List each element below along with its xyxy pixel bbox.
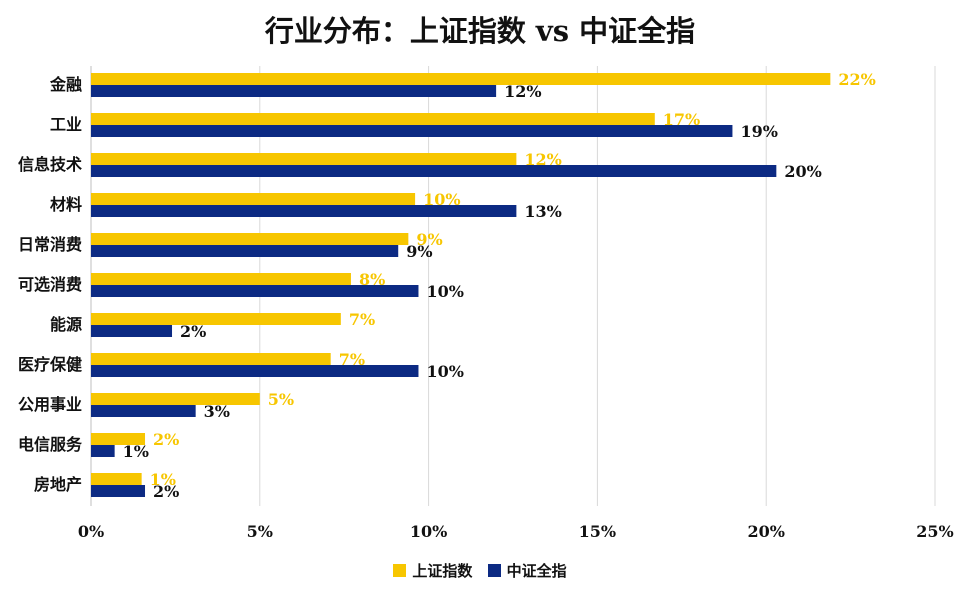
data-label-csi: 12% bbox=[504, 82, 541, 101]
chart-title: 行业分布：上证指数 vs 中证全指 bbox=[264, 14, 696, 48]
data-label-csi: 2% bbox=[180, 322, 206, 341]
category-label: 能源 bbox=[50, 315, 82, 334]
bar-csi bbox=[91, 285, 419, 297]
data-label-sse: 2% bbox=[153, 430, 179, 449]
legend-swatch-csi bbox=[487, 564, 501, 577]
bar-csi bbox=[91, 85, 497, 97]
category-label: 电信服务 bbox=[18, 435, 83, 454]
bar-sse bbox=[91, 393, 260, 405]
category-label: 日常消费 bbox=[18, 235, 82, 254]
data-label-csi: 3% bbox=[204, 402, 230, 421]
data-label-csi: 1% bbox=[123, 442, 149, 461]
category-label: 可选消费 bbox=[18, 275, 82, 294]
data-label-csi: 10% bbox=[426, 282, 463, 301]
data-label-csi: 9% bbox=[406, 242, 432, 261]
bar-csi bbox=[91, 125, 733, 137]
bar-sse bbox=[91, 433, 146, 445]
data-label-csi: 19% bbox=[740, 122, 777, 141]
x-tick-label: 5% bbox=[247, 522, 273, 541]
legend: 上证指数 中证全指 bbox=[0, 560, 960, 581]
legend-swatch-sse bbox=[393, 564, 407, 577]
data-label-sse: 17% bbox=[663, 110, 700, 129]
bar-sse bbox=[91, 273, 351, 285]
category-label: 公用事业 bbox=[18, 395, 82, 414]
bar-sse bbox=[91, 353, 331, 365]
bar-csi bbox=[91, 485, 146, 497]
bar-csi bbox=[91, 405, 196, 417]
data-label-sse: 5% bbox=[268, 390, 294, 409]
data-label-sse: 1% bbox=[150, 470, 176, 489]
category-label: 金融 bbox=[49, 75, 82, 94]
bar-sse bbox=[91, 113, 655, 125]
data-label-sse: 8% bbox=[359, 270, 385, 289]
bar-csi bbox=[91, 205, 517, 217]
data-label-csi: 2% bbox=[153, 482, 179, 501]
legend-label-sse: 上证指数 bbox=[412, 562, 473, 580]
x-tick-label: 15% bbox=[579, 522, 616, 541]
bar-csi bbox=[91, 445, 115, 457]
data-label-sse: 22% bbox=[838, 70, 875, 89]
legend-item-csi: 中证全指 bbox=[487, 560, 567, 581]
bar-sse bbox=[91, 313, 341, 325]
legend-item-sse: 上证指数 bbox=[393, 560, 472, 581]
data-label-csi: 10% bbox=[426, 362, 463, 381]
x-tick-label: 10% bbox=[410, 522, 447, 541]
category-label: 房地产 bbox=[34, 475, 82, 494]
category-label: 医疗保健 bbox=[18, 355, 82, 374]
bar-sse bbox=[91, 153, 517, 165]
bar-csi bbox=[91, 365, 419, 377]
data-label-sse: 7% bbox=[339, 350, 365, 369]
bar-sse bbox=[91, 233, 409, 245]
bar-csi bbox=[91, 165, 777, 177]
category-label: 信息技术 bbox=[18, 155, 82, 174]
data-label-sse: 7% bbox=[349, 310, 375, 329]
data-label-sse: 12% bbox=[524, 150, 561, 169]
data-label-csi: 20% bbox=[784, 162, 821, 181]
bar-sse bbox=[91, 473, 142, 485]
data-label-sse: 9% bbox=[416, 230, 442, 249]
bar-sse bbox=[91, 73, 831, 85]
legend-label-csi: 中证全指 bbox=[506, 562, 567, 580]
bar-csi bbox=[91, 325, 173, 337]
bar-sse bbox=[91, 193, 416, 205]
x-tick-label: 25% bbox=[916, 522, 953, 541]
x-tick-label: 0% bbox=[78, 522, 104, 541]
data-label-csi: 13% bbox=[524, 202, 561, 221]
category-label: 工业 bbox=[50, 115, 82, 134]
data-label-sse: 10% bbox=[423, 190, 460, 209]
category-label: 材料 bbox=[50, 195, 82, 214]
bar-csi bbox=[91, 245, 399, 257]
x-tick-label: 20% bbox=[747, 522, 784, 541]
